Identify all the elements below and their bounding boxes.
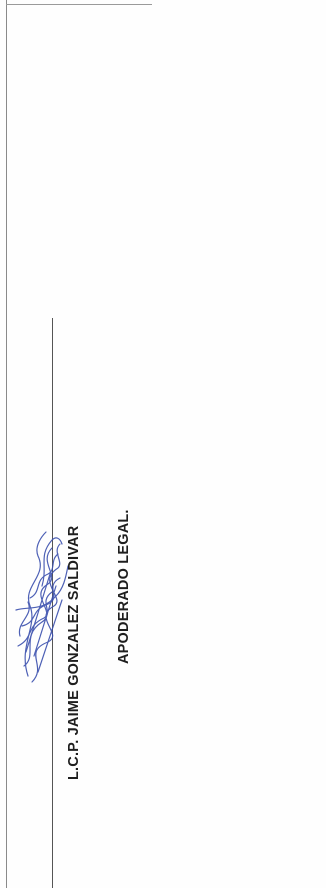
signer-title: APODERADO LEGAL. [116, 509, 132, 664]
page-border-line [6, 0, 7, 888]
signature-line [52, 318, 53, 888]
handwritten-signature [15, 531, 69, 683]
top-border-line [6, 4, 152, 5]
signer-name: L.C.P. JAIME GONZALEZ SALDIVAR [66, 525, 82, 780]
